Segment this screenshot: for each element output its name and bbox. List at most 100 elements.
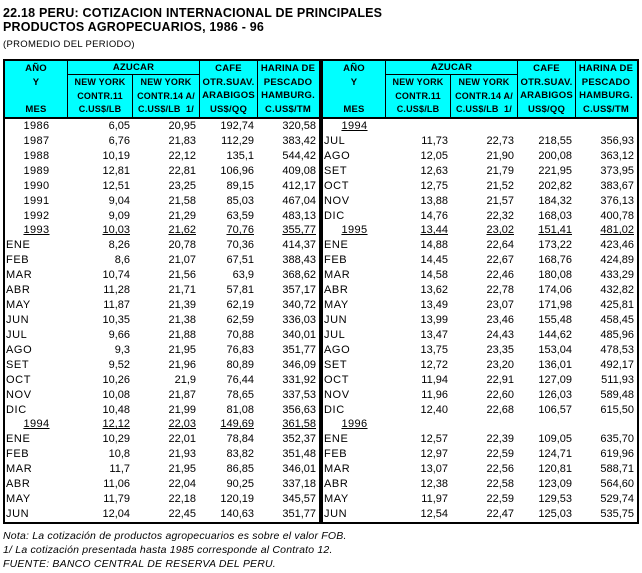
cell-value: 149,69 [220, 418, 254, 431]
cell-value: 615,50 [600, 403, 634, 416]
column-header-harina: HARINA DE PESCADO HAMBURG. C.US$/TM [578, 63, 634, 115]
month-row: ABR 12,38 22,58 123,09 564,60 [323, 477, 637, 492]
year-row: 1996 [323, 417, 637, 432]
row-label: FEB [324, 448, 348, 461]
cell-value: 106,96 [220, 164, 254, 177]
cell-value: 184,32 [538, 194, 572, 207]
month-row: ABR 11,28 21,71 57,81 357,17 [5, 283, 319, 298]
cell-value: 12,75 [420, 179, 448, 192]
cell-value: 6,05 [108, 120, 130, 132]
cell-value: 331,92 [282, 373, 316, 386]
cell-value: 12,54 [420, 507, 448, 520]
cell-value: 140,63 [220, 507, 254, 520]
cell-value [575, 119, 637, 134]
cell-value: 485,96 [600, 328, 634, 341]
cell-value: 10,29 [102, 433, 130, 446]
cell-value: 481,02 [600, 224, 634, 237]
year-row: 1994 [323, 119, 637, 134]
month-row: ABR 11,06 22,04 90,25 337,18 [5, 477, 319, 492]
cell-value [575, 417, 637, 432]
row-label: JUN [324, 507, 348, 520]
row-label: DIC [324, 209, 345, 222]
column-header-harina: HARINA DE PESCADO HAMBURG. C.US$/TM [260, 63, 316, 115]
row-label: JUN [6, 507, 30, 520]
cell-value: 346,09 [282, 358, 316, 371]
cell-value: 22,46 [486, 269, 514, 282]
cell-value: 22,18 [168, 493, 196, 506]
row-label: DIC [324, 403, 345, 416]
column-header-ny-contr11: NEW YORK CONTR.11 C.US$/LB [68, 75, 133, 117]
cell-value: 10,48 [102, 403, 130, 416]
month-row: NOV 11,96 22,60 126,03 589,48 [323, 388, 637, 403]
cell-value: 22,01 [168, 433, 196, 446]
row-label: ABR [6, 478, 31, 491]
column-group-azucar: AZUCAR NEW YORK CONTR.11 C.US$/LB NEW YO… [68, 61, 200, 117]
cell-value: 22,67 [486, 254, 514, 267]
row-label: SET [324, 358, 348, 371]
cell-value: 388,43 [282, 254, 316, 267]
table-group: AÑO Y MES AZUCAR NEW YORK CONTR.11 C.US$… [3, 59, 642, 524]
cell-value: 383,42 [282, 134, 316, 147]
cell-value: 62,19 [226, 299, 254, 312]
cell-value: 22,03 [168, 418, 196, 431]
cell-value: 588,71 [600, 463, 634, 476]
cell-value: 478,53 [600, 343, 634, 356]
cell-value: 340,72 [282, 299, 316, 312]
month-row: MAR 10,74 21,56 63,9 368,62 [5, 268, 319, 283]
cell-value: 6,76 [108, 134, 130, 147]
cell-value: 10,35 [102, 313, 130, 326]
cell-value: 22,45 [168, 507, 196, 520]
cell-value: 21,88 [168, 328, 196, 341]
cell-value: 10,8 [108, 448, 130, 461]
cell-value: 21,39 [168, 299, 196, 312]
cell-value: 86,85 [226, 463, 254, 476]
row-label: AGO [6, 343, 33, 356]
month-row: DIC 14,76 22,32 168,03 400,78 [323, 209, 637, 224]
cell-value: 63,59 [226, 209, 254, 222]
cell-value: 151,41 [538, 224, 572, 237]
cell-value: 511,93 [601, 373, 634, 386]
cell-value: 351,77 [282, 343, 316, 356]
year-row: 1992 9,09 21,29 63,59 483,13 [5, 209, 319, 224]
cell-value: 22,81 [168, 164, 196, 177]
cell-value: 21,57 [486, 194, 514, 207]
cell-value: 383,67 [600, 179, 634, 192]
cell-value: 12,12 [102, 418, 130, 431]
cell-value: 535,75 [600, 507, 634, 520]
cell-value: 21,07 [168, 254, 196, 267]
row-label: ENE [6, 433, 31, 446]
row-label: NOV [324, 388, 350, 401]
cell-value: 13,99 [420, 313, 448, 326]
cell-value: 589,48 [600, 388, 634, 401]
cell-value: 356,63 [282, 403, 316, 416]
cell-value: 63,9 [232, 269, 254, 282]
row-label: 1988 [23, 149, 50, 162]
month-row: JUN 12,54 22,47 125,03 535,75 [323, 507, 637, 522]
cell-value: 168,03 [538, 209, 572, 222]
month-row: NOV 10,08 21,87 78,65 337,53 [5, 388, 319, 403]
row-label: 1994 [23, 418, 50, 431]
column-header-anio-mes: AÑO Y MES [5, 61, 68, 117]
cell-value: 171,98 [538, 299, 572, 312]
month-row: FEB 8,6 21,07 67,51 388,43 [5, 253, 319, 268]
cell-value: 12,57 [420, 433, 448, 446]
cell-value: 120,19 [220, 493, 254, 506]
cell-value: 13,49 [420, 299, 448, 312]
cell-value: 135,1 [226, 149, 254, 162]
row-label: MAR [324, 463, 351, 476]
year-row: 1990 12,51 23,25 89,15 412,17 [5, 179, 319, 194]
cell-value: 21,71 [168, 284, 196, 297]
row-label: NOV [6, 388, 32, 401]
cell-value: 9,04 [108, 194, 130, 207]
cell-value: 12,38 [420, 478, 448, 491]
cell-value: 126,03 [538, 388, 572, 401]
cell-value: 9,09 [108, 209, 130, 222]
cell-value: 22,59 [486, 493, 514, 506]
cell-value: 12,40 [420, 403, 448, 416]
cell-value: 78,65 [226, 388, 254, 401]
cell-value: 21,99 [168, 403, 196, 416]
cell-value: 124,71 [538, 448, 572, 461]
cell-value: 13,44 [420, 224, 448, 237]
month-row: FEB 14,45 22,67 168,76 424,89 [323, 253, 637, 268]
row-label: MAY [324, 299, 349, 312]
